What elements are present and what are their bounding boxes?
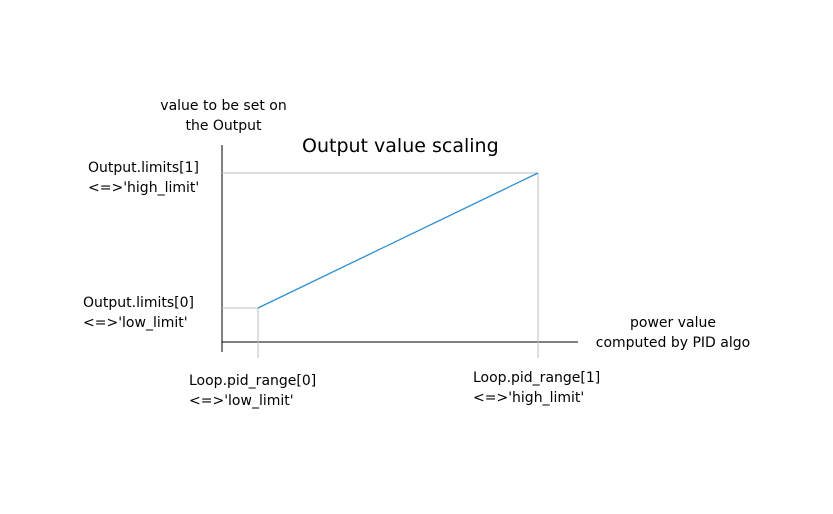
- diagram-title: Output value scaling: [302, 135, 499, 157]
- x-low-limit-label: Loop.pid_range[0] <=>'low_limit': [189, 373, 317, 409]
- scaling-line: [257, 172, 539, 309]
- y-low-limit-label: Output.limits[0] <=>'low_limit': [83, 295, 195, 331]
- y-high-limit-label: Output.limits[1] <=>'high_limit': [88, 160, 200, 196]
- y-axis-label: value to be set on the Output: [160, 98, 287, 134]
- x-axis-label: power value computed by PID algo: [595, 315, 751, 351]
- x-high-limit-label: Loop.pid_range[1] <=>'high_limit': [473, 370, 601, 406]
